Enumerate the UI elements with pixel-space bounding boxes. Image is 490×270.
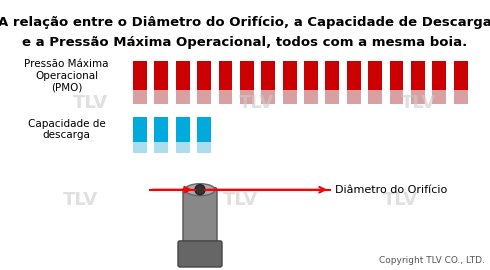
Text: TLV: TLV bbox=[73, 94, 108, 112]
Bar bbox=[347, 61, 361, 90]
Bar bbox=[197, 90, 211, 104]
Text: Pressão Máxima
Operacional
(PMO): Pressão Máxima Operacional (PMO) bbox=[24, 59, 109, 92]
Bar bbox=[454, 90, 467, 104]
Bar bbox=[283, 90, 296, 104]
Bar bbox=[368, 61, 382, 90]
Bar bbox=[390, 90, 403, 104]
Bar bbox=[411, 61, 425, 90]
Bar bbox=[261, 61, 275, 90]
Bar bbox=[154, 117, 168, 142]
Bar bbox=[133, 117, 147, 142]
Bar bbox=[219, 90, 232, 104]
Bar bbox=[197, 117, 211, 142]
Bar bbox=[304, 90, 318, 104]
Bar bbox=[283, 61, 296, 90]
Text: Capacidade de
descarga: Capacidade de descarga bbox=[28, 119, 105, 140]
Text: TLV: TLV bbox=[382, 191, 417, 209]
Text: TLV: TLV bbox=[62, 191, 98, 209]
Bar bbox=[197, 142, 211, 153]
Bar bbox=[176, 61, 190, 90]
Bar bbox=[390, 61, 403, 90]
FancyBboxPatch shape bbox=[183, 188, 217, 247]
Bar bbox=[325, 90, 339, 104]
Text: TLV: TLV bbox=[222, 191, 258, 209]
Bar bbox=[176, 90, 190, 104]
Bar bbox=[176, 117, 190, 142]
Bar bbox=[133, 142, 147, 153]
Bar bbox=[433, 90, 446, 104]
Bar bbox=[154, 61, 168, 90]
Text: Diâmetro do Orifício: Diâmetro do Orifício bbox=[335, 185, 447, 195]
Bar bbox=[261, 90, 275, 104]
Text: e a Pressão Máxima Operacional, todos com a mesma boia.: e a Pressão Máxima Operacional, todos co… bbox=[23, 36, 467, 49]
Bar bbox=[154, 142, 168, 153]
Ellipse shape bbox=[185, 184, 215, 196]
Bar bbox=[197, 61, 211, 90]
Bar bbox=[304, 61, 318, 90]
Bar bbox=[347, 90, 361, 104]
Text: A relação entre o Diâmetro do Orifício, a Capacidade de Descarga: A relação entre o Diâmetro do Orifício, … bbox=[0, 16, 490, 29]
Text: TLV: TLV bbox=[401, 94, 436, 112]
Bar bbox=[368, 90, 382, 104]
Bar bbox=[240, 90, 254, 104]
Circle shape bbox=[195, 185, 205, 195]
Text: TLV: TLV bbox=[239, 94, 274, 112]
Bar bbox=[133, 90, 147, 104]
Text: Copyright TLV CO., LTD.: Copyright TLV CO., LTD. bbox=[379, 256, 485, 265]
Bar bbox=[411, 90, 425, 104]
FancyBboxPatch shape bbox=[178, 241, 222, 267]
Bar bbox=[325, 61, 339, 90]
Bar bbox=[133, 61, 147, 90]
Bar bbox=[176, 142, 190, 153]
Bar bbox=[454, 61, 467, 90]
Bar bbox=[219, 61, 232, 90]
Bar bbox=[154, 90, 168, 104]
Bar bbox=[433, 61, 446, 90]
Bar bbox=[240, 61, 254, 90]
